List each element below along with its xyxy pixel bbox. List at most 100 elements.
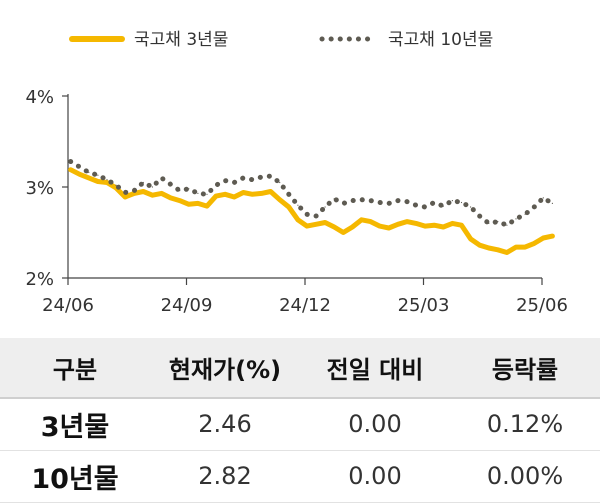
x-tick-label: 24/12 — [279, 295, 331, 316]
data-point — [106, 181, 108, 184]
series-layer — [68, 159, 555, 255]
y-tick-label: 4% — [25, 87, 54, 108]
data-point — [88, 171, 90, 173]
data-point — [79, 166, 81, 168]
data-point — [151, 194, 153, 196]
data-point — [524, 246, 526, 248]
axes: 2% 3% 4% 24/06 24/09 24/12 25/03 25/06 — [25, 87, 568, 316]
current-value: 2.82 — [198, 462, 252, 490]
header-current-price: 현재가(%) — [168, 356, 282, 384]
data-point — [470, 238, 472, 240]
data-point — [224, 193, 226, 195]
data-point — [542, 197, 544, 199]
legend-label-3y: 국고채 3년물 — [134, 30, 228, 50]
data-point — [188, 203, 190, 205]
data-point — [506, 251, 508, 254]
data-point — [251, 193, 253, 195]
data-point — [79, 173, 81, 175]
data-point — [206, 205, 208, 207]
data-point — [324, 206, 326, 208]
rate-value: 0.12% — [486, 410, 564, 439]
data-point — [497, 221, 499, 223]
data-point — [197, 202, 199, 204]
data-point — [179, 200, 181, 202]
data-point — [170, 183, 172, 185]
data-point — [97, 174, 99, 176]
data-point — [433, 201, 435, 204]
data-point — [379, 201, 381, 204]
data-point — [442, 226, 444, 228]
rate-value: 0.00% — [486, 462, 564, 490]
data-point — [270, 175, 272, 177]
data-point — [260, 176, 263, 178]
data-point — [360, 219, 363, 221]
data-point — [424, 225, 426, 227]
data-point — [251, 179, 253, 181]
header-day-change: 전일 대비 — [326, 356, 424, 384]
data-point — [497, 249, 499, 251]
row-label: 3년물 — [40, 411, 110, 443]
data-point — [270, 190, 272, 193]
data-point — [288, 193, 290, 195]
header-category: 구분 — [52, 356, 98, 384]
series-3y — [68, 167, 555, 255]
data-point — [388, 227, 390, 229]
data-point — [533, 242, 535, 244]
data-point — [324, 221, 326, 224]
data-point — [142, 181, 144, 184]
data-point — [124, 191, 126, 194]
data-point — [360, 199, 363, 201]
data-point — [506, 224, 508, 226]
data-point — [351, 226, 353, 228]
data-point — [406, 201, 408, 203]
data-point — [206, 193, 208, 195]
x-tick-label: 25/03 — [398, 295, 450, 316]
data-point — [479, 215, 481, 217]
data-point — [260, 192, 263, 194]
data-point — [551, 202, 554, 204]
legend: 국고채 3년물 국고채 10년물 — [69, 30, 493, 50]
data-point — [333, 198, 335, 200]
data-point — [306, 225, 308, 227]
series-line-10y — [68, 159, 555, 228]
header-change-rate: 등락률 — [491, 356, 559, 384]
series-10y — [68, 159, 555, 228]
data-point — [551, 235, 554, 237]
table-row: 10년물 2.82 0.00 0.00% — [0, 450, 600, 502]
data-point — [460, 224, 463, 226]
data-point — [279, 199, 281, 201]
x-tick-label: 24/09 — [161, 295, 213, 316]
data-point — [233, 181, 235, 184]
data-point — [179, 190, 181, 192]
data-point — [397, 200, 399, 202]
data-point — [542, 237, 544, 239]
data-point — [297, 219, 299, 221]
current-value: 2.46 — [198, 410, 252, 439]
data-point — [215, 184, 217, 186]
data-point — [379, 225, 381, 227]
table-header-row: 구분 현재가(%) 전일 대비 등락률 — [0, 338, 600, 398]
data-point — [406, 221, 408, 223]
data-point — [160, 192, 163, 194]
data-point — [488, 247, 490, 249]
data-point — [370, 200, 372, 202]
data-point — [433, 224, 435, 226]
data-point — [460, 201, 463, 204]
data-point — [106, 179, 108, 181]
data-point — [224, 180, 226, 182]
data-point — [170, 197, 172, 199]
data-point — [133, 192, 135, 194]
data-point — [70, 169, 72, 171]
data-point — [388, 202, 390, 204]
data-point — [70, 160, 72, 163]
data-point — [297, 204, 299, 206]
data-point — [442, 205, 444, 207]
data-point — [488, 222, 490, 224]
data-point — [370, 221, 372, 223]
data-point — [115, 184, 117, 186]
table-row: 3년물 2.46 0.00 0.12% — [0, 398, 600, 450]
data-point — [151, 186, 153, 188]
data-point — [524, 213, 526, 215]
y-tick-label: 3% — [25, 178, 54, 199]
data-point — [533, 206, 535, 208]
